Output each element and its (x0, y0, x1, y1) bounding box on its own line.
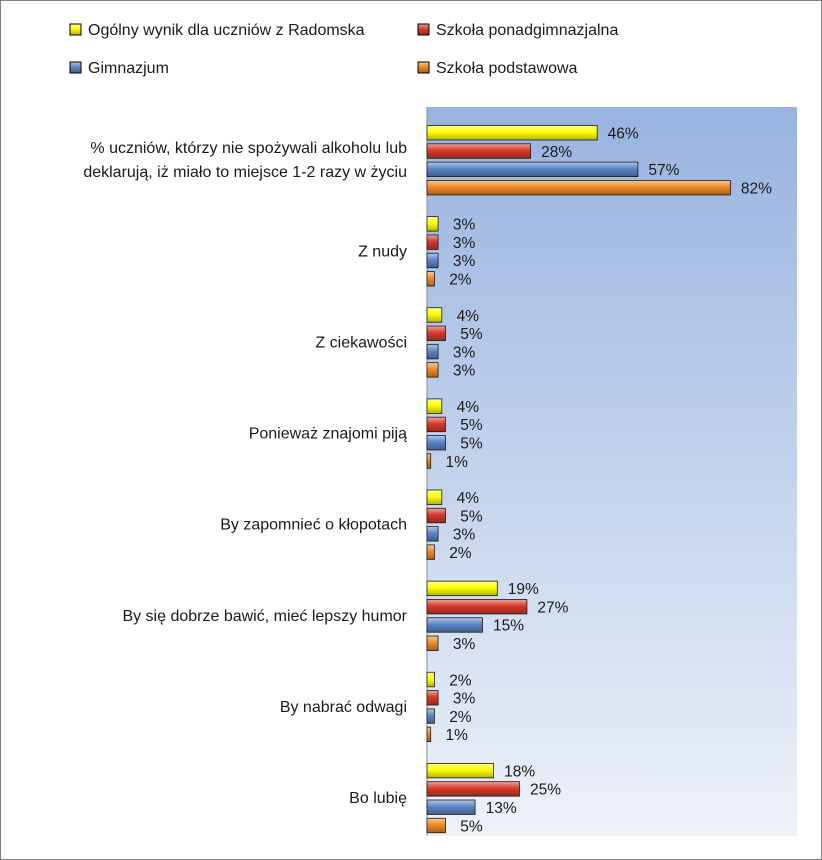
bar (426, 161, 639, 178)
legend-label: Gimnazjum (88, 60, 169, 77)
data-label: 25% (530, 782, 561, 799)
bar (426, 307, 443, 323)
data-label: 3% (453, 217, 476, 234)
data-label: 19% (508, 581, 539, 598)
bar (426, 453, 432, 469)
bar (426, 580, 498, 597)
category-label: By zapomnieć o kłopotach (220, 517, 407, 534)
data-label: 5% (460, 326, 483, 343)
bar (426, 343, 439, 360)
bar (426, 762, 494, 779)
category-label: By nabrać odwagi (280, 699, 407, 716)
data-label: 18% (504, 763, 535, 780)
bar (426, 544, 435, 560)
data-label: 5% (460, 435, 483, 452)
data-label: 1% (445, 727, 468, 744)
data-label: 27% (537, 599, 568, 616)
bar (426, 489, 443, 505)
category-label: deklarują, iż miało to miejsce 1-2 razy … (83, 164, 407, 181)
bar (426, 599, 528, 615)
bar (426, 234, 439, 250)
category-label: Bo lubię (349, 790, 407, 807)
bar (426, 726, 432, 743)
data-label: 3% (453, 344, 476, 361)
bar (426, 125, 598, 141)
bar (426, 252, 439, 269)
bar (426, 179, 731, 196)
bar (426, 671, 435, 688)
legend-label: Szkoła ponadgimnazjalna (436, 22, 618, 39)
legend-swatch (69, 23, 82, 36)
legend-label: Szkoła podstawowa (436, 60, 578, 77)
data-label: 5% (460, 818, 483, 835)
data-label: 3% (453, 253, 476, 270)
bar (426, 271, 435, 287)
category-label: Z nudy (358, 243, 407, 260)
data-label: 4% (457, 308, 480, 325)
data-label: 46% (608, 126, 639, 143)
category-label: % uczniów, którzy nie spożywali alkoholu… (90, 140, 407, 157)
category-label: Z ciekawości (315, 334, 407, 351)
bar (426, 617, 483, 633)
data-label: 5% (460, 508, 483, 525)
value-labels: 46%28%57%82%3%3%3%2%4%5%3%3%4%5%5%1%4%5%… (445, 126, 772, 836)
bar (426, 708, 435, 724)
data-label: 2% (449, 272, 472, 289)
bar (426, 362, 439, 378)
data-label: 3% (453, 636, 476, 653)
bar (426, 398, 443, 414)
data-label: 4% (457, 399, 480, 416)
data-label: 1% (445, 454, 468, 471)
data-label: 3% (453, 691, 476, 708)
data-label: 2% (449, 672, 472, 689)
data-label: 3% (453, 363, 476, 380)
legend-label: Ogólny wynik dla uczniów z Radomska (88, 22, 365, 39)
category-label: Ponieważ znajomi piją (249, 426, 407, 443)
bar (426, 435, 446, 451)
data-label: 5% (460, 417, 483, 434)
bar (426, 526, 439, 542)
legend-swatch (69, 61, 82, 74)
bars (426, 125, 731, 834)
bar (426, 325, 446, 341)
data-label: 15% (493, 618, 524, 635)
data-label: 82% (741, 180, 772, 197)
legend: Ogólny wynik dla uczniów z Radomska Szkoł… (69, 22, 618, 77)
data-label: 2% (449, 709, 472, 726)
data-label: 13% (486, 800, 517, 817)
bar (426, 416, 446, 433)
bar (426, 216, 439, 232)
data-label: 3% (453, 235, 476, 252)
legend-swatch (417, 61, 430, 74)
bar (426, 635, 439, 651)
data-label: 57% (648, 162, 679, 179)
bar (426, 507, 446, 524)
category-label: By się dobrze bawić, mieć lepszy humor (122, 608, 407, 625)
data-label: 4% (457, 490, 480, 507)
legend-swatch (417, 23, 430, 36)
bar (426, 799, 476, 815)
bar (426, 781, 520, 797)
bar (426, 817, 446, 834)
bar (426, 690, 439, 706)
data-label: 28% (541, 144, 572, 161)
bar (426, 143, 531, 159)
category-labels: % uczniów, którzy nie spożywali alkoholu… (83, 140, 407, 807)
plot-area (427, 107, 797, 836)
data-label: 2% (449, 545, 472, 562)
data-label: 3% (453, 527, 476, 544)
